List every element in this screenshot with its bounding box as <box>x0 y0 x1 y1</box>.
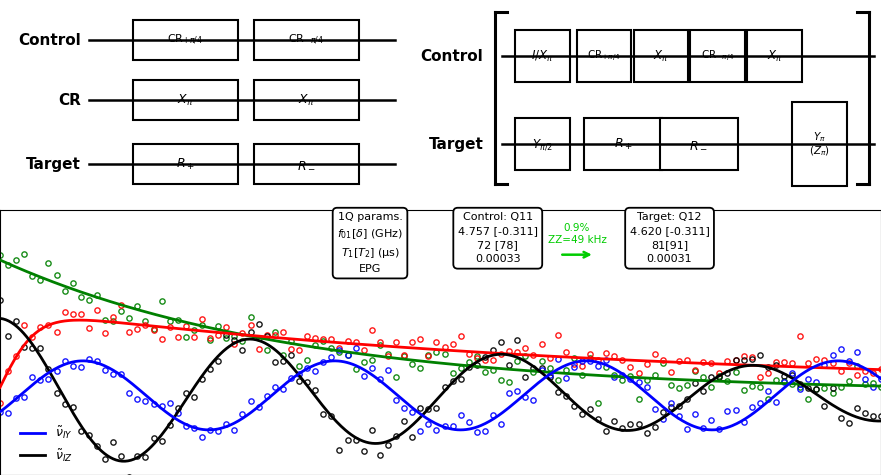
Text: $\mathrm{CR}_{-\pi/4}$: $\mathrm{CR}_{-\pi/4}$ <box>701 48 735 64</box>
Bar <box>792 102 847 186</box>
Text: Target: Q12
4.620 [-0.311]
81[91]
0.00031: Target: Q12 4.620 [-0.311] 81[91] 0.0003… <box>630 212 709 264</box>
Bar <box>633 30 688 82</box>
Bar <box>747 30 802 82</box>
Bar <box>515 118 570 170</box>
Bar <box>133 80 238 120</box>
Text: $X_{\pi}$: $X_{\pi}$ <box>766 48 782 64</box>
Text: Control: Control <box>420 48 484 64</box>
Text: $X_{\pi}$: $X_{\pi}$ <box>653 48 669 64</box>
Text: $Y_{\pi}$
$(Z_{\pi})$: $Y_{\pi}$ $(Z_{\pi})$ <box>809 130 830 158</box>
Bar <box>254 20 359 60</box>
Text: $I/X_{\pi}$: $I/X_{\pi}$ <box>531 48 554 64</box>
Bar <box>660 118 737 170</box>
Text: $X_{\pi}$: $X_{\pi}$ <box>299 93 315 108</box>
Bar <box>254 144 359 184</box>
Bar <box>133 20 238 60</box>
Text: $R_-$: $R_-$ <box>297 158 316 171</box>
Text: $X_{\pi}$: $X_{\pi}$ <box>177 93 194 108</box>
Bar <box>691 30 745 82</box>
Text: CR: CR <box>58 93 81 108</box>
Text: 0.9%
ZZ=49 kHz: 0.9% ZZ=49 kHz <box>548 223 606 245</box>
Text: $\mathrm{CR}_{-\pi/4}$: $\mathrm{CR}_{-\pi/4}$ <box>288 33 324 47</box>
Text: Target: Target <box>26 157 81 171</box>
Text: Control: Q11
4.757 [-0.311]
72 [78]
0.00033: Control: Q11 4.757 [-0.311] 72 [78] 0.00… <box>458 212 537 264</box>
Bar <box>584 118 662 170</box>
Text: $\mathrm{CR}_{+\pi/4}$: $\mathrm{CR}_{+\pi/4}$ <box>167 33 204 47</box>
Text: $R_-$: $R_-$ <box>689 138 708 151</box>
Text: $R_+$: $R_+$ <box>176 157 195 172</box>
Legend: $\tilde{\nu}_{IY}$, $\tilde{\nu}_{IZ}$: $\tilde{\nu}_{IY}$, $\tilde{\nu}_{IZ}$ <box>15 419 78 469</box>
Bar <box>133 144 238 184</box>
Text: Control: Control <box>18 33 81 48</box>
Bar <box>254 80 359 120</box>
Text: $Y_{\pi/2}$: $Y_{\pi/2}$ <box>532 137 553 152</box>
Text: $\mathrm{CR}_{+\pi/4}$: $\mathrm{CR}_{+\pi/4}$ <box>588 48 621 64</box>
Text: 1Q params.
$f_{01}[\delta]$ (GHz)
$T_1[T_2]$ (μs)
EPG: 1Q params. $f_{01}[\delta]$ (GHz) $T_1[T… <box>337 212 403 274</box>
Bar <box>515 30 570 82</box>
Text: Target: Target <box>428 137 484 152</box>
Bar <box>577 30 632 82</box>
Text: $R_+$: $R_+$ <box>614 137 633 152</box>
